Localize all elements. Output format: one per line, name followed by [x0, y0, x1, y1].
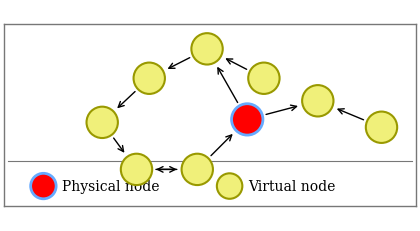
Circle shape — [231, 104, 263, 136]
Circle shape — [366, 112, 397, 143]
Circle shape — [87, 107, 118, 138]
Circle shape — [121, 154, 152, 185]
Circle shape — [31, 173, 56, 199]
Circle shape — [181, 154, 213, 185]
Circle shape — [302, 86, 333, 117]
Circle shape — [134, 63, 165, 94]
Circle shape — [192, 34, 223, 65]
Circle shape — [217, 173, 242, 199]
Circle shape — [248, 63, 280, 94]
Text: Physical node: Physical node — [62, 179, 160, 193]
Text: Virtual node: Virtual node — [248, 179, 336, 193]
